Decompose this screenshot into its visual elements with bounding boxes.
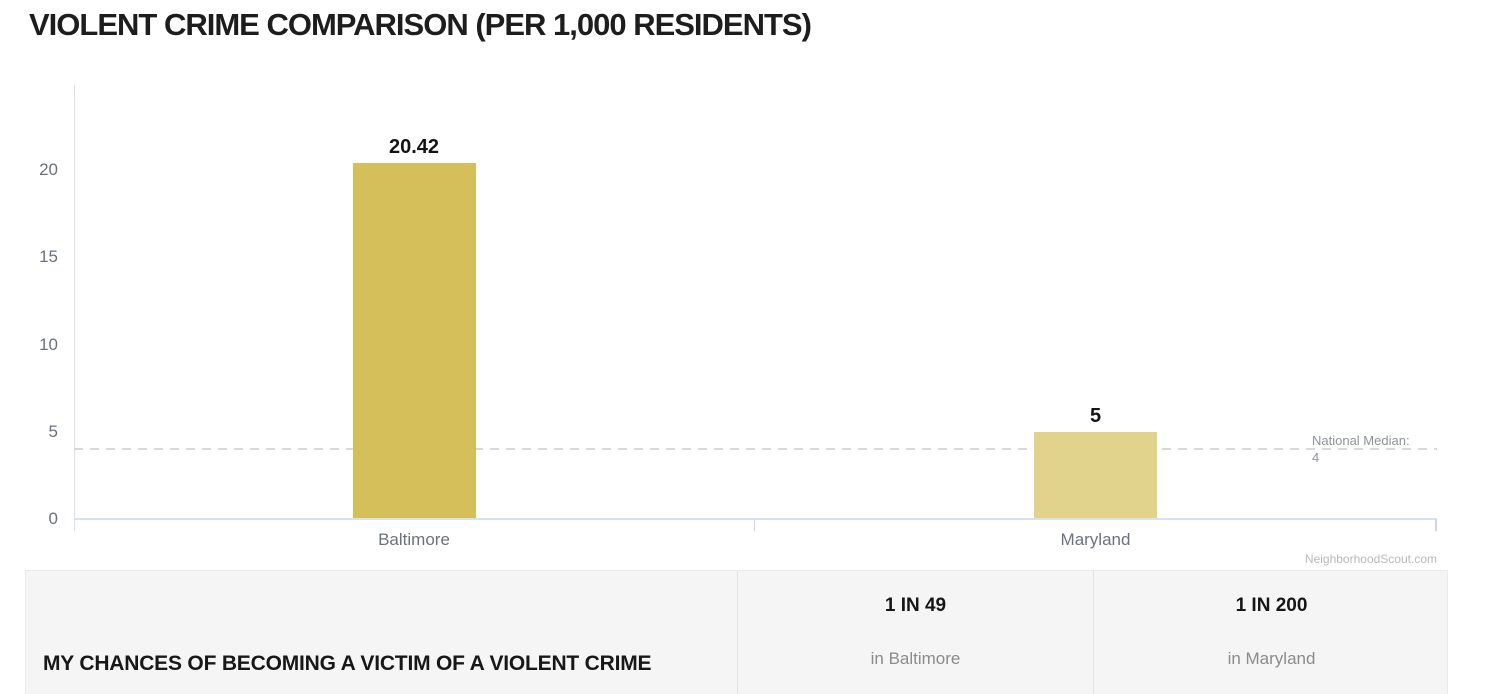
chances-cell-baltimore: 1 IN 49 in Baltimore <box>737 571 1093 694</box>
category-label-baltimore: Baltimore <box>378 530 450 549</box>
category-label-maryland: Maryland <box>1060 530 1131 549</box>
y-axis-line <box>74 85 75 531</box>
y-tick-label-10: 10 <box>39 334 58 354</box>
chance-location-baltimore: in Baltimore <box>870 649 961 668</box>
chances-row-label: MY CHANCES OF BECOMING A VICTIM OF A VIO… <box>43 652 652 675</box>
page-title: VIOLENT CRIME COMPARISON (PER 1,000 RESI… <box>29 7 812 42</box>
y-tick-label-0: 0 <box>48 509 58 528</box>
chances-cell-maryland: 1 IN 200 in Maryland <box>1093 571 1449 694</box>
bar-value-label-baltimore: 20.42 <box>388 135 440 158</box>
y-tick-label-15: 15 <box>39 247 58 267</box>
y-tick-label-20: 20 <box>39 160 58 179</box>
x-axis-line <box>74 518 1437 520</box>
chance-location-maryland: in Maryland <box>1227 649 1316 668</box>
chances-row-label-cell: MY CHANCES OF BECOMING A VICTIM OF A VIO… <box>26 571 737 694</box>
chance-value-maryland: 1 IN 200 <box>1235 595 1308 616</box>
chances-panel: MY CHANCES OF BECOMING A VICTIM OF A VIO… <box>25 570 1448 694</box>
bar-maryland[interactable] <box>1034 431 1157 518</box>
national-median-value: 4 <box>1312 450 1320 466</box>
national-median-dashed-line <box>74 448 1437 451</box>
x-axis-tick-right <box>1435 519 1437 531</box>
watermark-neighborhoodscout: NeighborhoodScout.com <box>1304 552 1437 566</box>
bar-baltimore[interactable] <box>352 162 476 518</box>
chance-value-baltimore: 1 IN 49 <box>884 595 947 616</box>
violent-crime-bar-chart: National Median: 4 0 5 10 15 20 20.42 5 Balti… <box>39 85 1442 549</box>
x-axis-tick-middle <box>754 519 755 531</box>
y-tick-label-5: 5 <box>48 421 58 441</box>
national-median-label-text: National Median: <box>1312 433 1410 449</box>
bar-value-label-maryland: 5 <box>1089 404 1102 427</box>
national-median-label: National Median: 4 <box>1312 432 1442 466</box>
